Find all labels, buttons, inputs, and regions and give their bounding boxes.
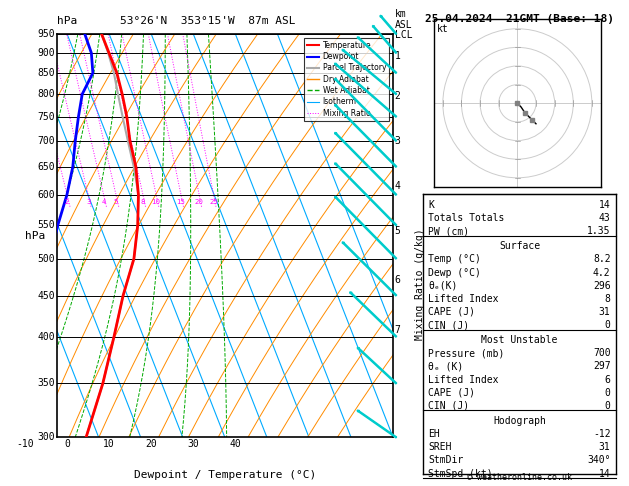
Text: Totals Totals: Totals Totals — [428, 213, 505, 223]
Text: 14: 14 — [599, 200, 611, 210]
Text: 1.35: 1.35 — [587, 226, 611, 236]
Text: 300: 300 — [37, 433, 55, 442]
Text: 2: 2 — [65, 199, 69, 205]
Text: Lifted Index: Lifted Index — [428, 375, 499, 384]
Text: 600: 600 — [37, 190, 55, 200]
Text: 750: 750 — [37, 112, 55, 122]
Text: 4: 4 — [395, 181, 401, 191]
Text: Temp (°C): Temp (°C) — [428, 254, 481, 264]
Text: LCL: LCL — [395, 30, 413, 40]
Text: 2: 2 — [395, 91, 401, 102]
Text: 25: 25 — [209, 199, 218, 205]
Text: 350: 350 — [37, 379, 55, 388]
Text: 700: 700 — [37, 136, 55, 146]
Text: 3: 3 — [86, 199, 91, 205]
Text: 6: 6 — [395, 275, 401, 285]
Text: 6: 6 — [604, 375, 611, 384]
Text: 950: 950 — [37, 29, 55, 39]
Text: 0: 0 — [64, 439, 70, 450]
Text: 900: 900 — [37, 48, 55, 58]
Text: Most Unstable: Most Unstable — [481, 335, 558, 345]
Text: 650: 650 — [37, 162, 55, 172]
Text: Surface: Surface — [499, 241, 540, 251]
Text: StmSpd (kt): StmSpd (kt) — [428, 469, 493, 479]
Text: 800: 800 — [37, 89, 55, 99]
Text: 0: 0 — [604, 320, 611, 330]
Text: Dewp (°C): Dewp (°C) — [428, 268, 481, 278]
Text: θₑ(K): θₑ(K) — [428, 281, 458, 291]
Text: 14: 14 — [599, 469, 611, 479]
Text: 10: 10 — [152, 199, 160, 205]
Text: EH: EH — [428, 429, 440, 439]
Text: 5: 5 — [395, 226, 401, 236]
Text: Mixing Ratio (g/kg): Mixing Ratio (g/kg) — [415, 228, 425, 340]
Text: 0: 0 — [604, 401, 611, 411]
Text: 500: 500 — [37, 254, 55, 263]
Text: 297: 297 — [593, 362, 611, 371]
Text: K: K — [428, 200, 435, 210]
Text: 53°26'N  353°15'W  87m ASL: 53°26'N 353°15'W 87m ASL — [120, 16, 296, 26]
Text: 296: 296 — [593, 281, 611, 291]
Text: Pressure (mb): Pressure (mb) — [428, 348, 505, 358]
Text: 1: 1 — [395, 51, 401, 61]
Text: 3: 3 — [395, 136, 401, 146]
Text: CIN (J): CIN (J) — [428, 401, 470, 411]
Text: -12: -12 — [593, 429, 611, 439]
Text: CAPE (J): CAPE (J) — [428, 307, 476, 317]
Text: 40: 40 — [230, 439, 242, 450]
Text: 4.2: 4.2 — [593, 268, 611, 278]
Text: 850: 850 — [37, 68, 55, 78]
Text: 20: 20 — [145, 439, 157, 450]
Text: Hodograph: Hodograph — [493, 416, 546, 426]
Text: -10: -10 — [16, 439, 34, 450]
Text: StmDir: StmDir — [428, 455, 464, 466]
Text: © weatheronline.co.uk: © weatheronline.co.uk — [467, 473, 572, 482]
Text: 25.04.2024  21GMT (Base: 18): 25.04.2024 21GMT (Base: 18) — [425, 14, 614, 24]
Text: 8: 8 — [141, 199, 145, 205]
Text: 15: 15 — [177, 199, 186, 205]
Text: hPa: hPa — [57, 16, 77, 26]
Text: Lifted Index: Lifted Index — [428, 294, 499, 304]
Text: 8.2: 8.2 — [593, 254, 611, 264]
Text: kt: kt — [437, 24, 448, 35]
Text: CIN (J): CIN (J) — [428, 320, 470, 330]
Text: PW (cm): PW (cm) — [428, 226, 470, 236]
Text: 20: 20 — [195, 199, 204, 205]
Text: 340°: 340° — [587, 455, 611, 466]
Text: 550: 550 — [37, 220, 55, 230]
Text: θₑ (K): θₑ (K) — [428, 362, 464, 371]
Text: 31: 31 — [599, 442, 611, 452]
Text: SREH: SREH — [428, 442, 452, 452]
Text: Dewpoint / Temperature (°C): Dewpoint / Temperature (°C) — [134, 469, 316, 480]
Text: 700: 700 — [593, 348, 611, 358]
Text: 10: 10 — [103, 439, 115, 450]
Text: 5: 5 — [114, 199, 118, 205]
Text: 43: 43 — [599, 213, 611, 223]
Text: 0: 0 — [604, 388, 611, 398]
Text: 31: 31 — [599, 307, 611, 317]
Text: km
ASL: km ASL — [395, 9, 413, 30]
Text: 400: 400 — [37, 332, 55, 342]
Text: hPa: hPa — [25, 231, 45, 241]
Text: 7: 7 — [395, 325, 401, 335]
Text: 8: 8 — [604, 294, 611, 304]
Text: 450: 450 — [37, 291, 55, 300]
Text: 4: 4 — [101, 199, 106, 205]
Legend: Temperature, Dewpoint, Parcel Trajectory, Dry Adiabat, Wet Adiabat, Isotherm, Mi: Temperature, Dewpoint, Parcel Trajectory… — [304, 38, 389, 121]
Text: 30: 30 — [187, 439, 199, 450]
Text: CAPE (J): CAPE (J) — [428, 388, 476, 398]
